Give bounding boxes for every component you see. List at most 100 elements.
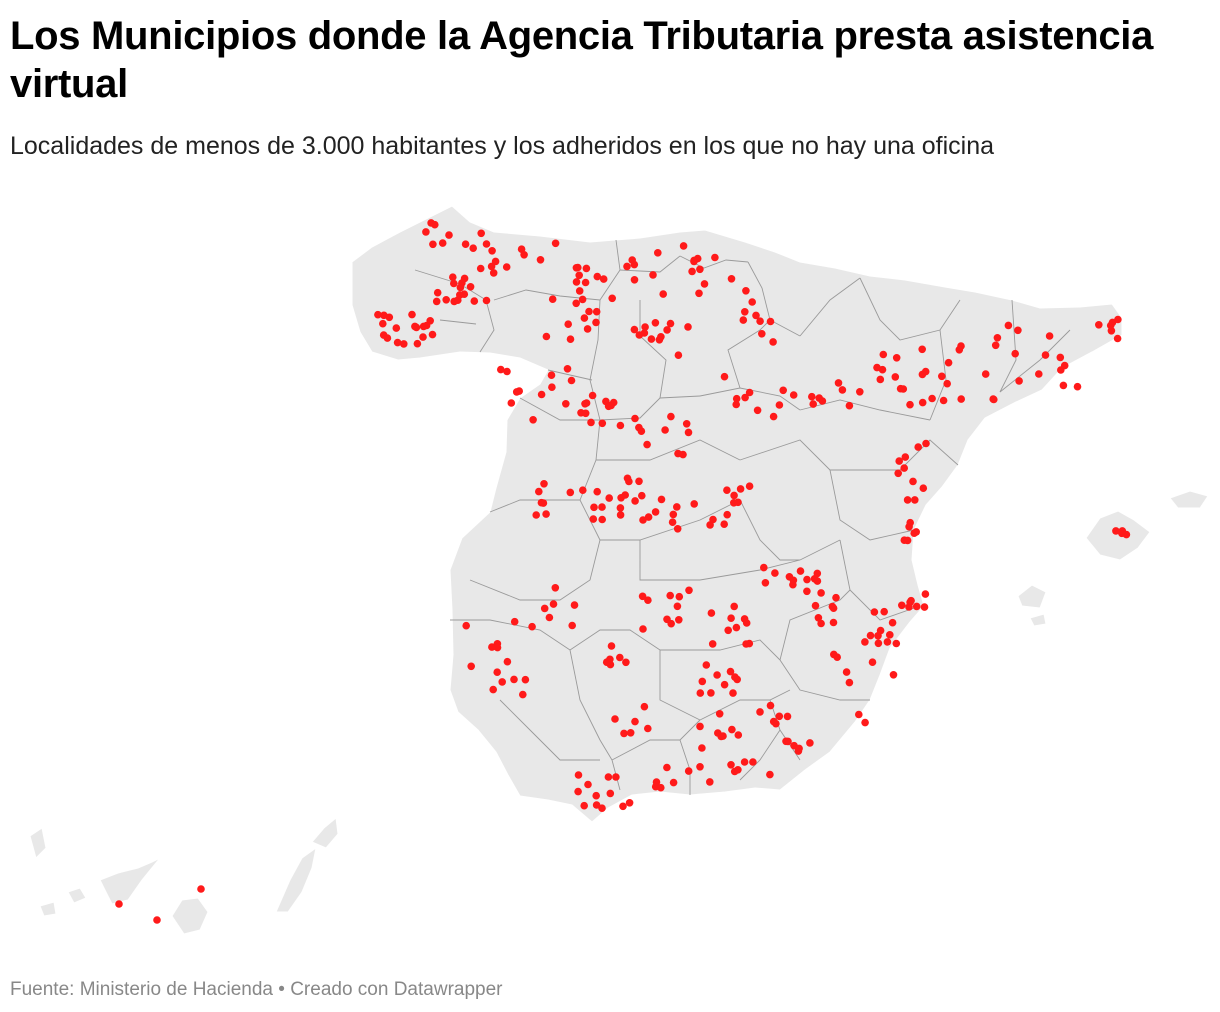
municipality-marker[interactable]: [873, 363, 881, 372]
municipality-marker[interactable]: [663, 326, 671, 334]
municipality-marker[interactable]: [918, 345, 926, 354]
municipality-marker[interactable]: [1014, 326, 1022, 335]
municipality-marker[interactable]: [1059, 381, 1068, 390]
municipality-marker[interactable]: [707, 689, 715, 697]
municipality-marker[interactable]: [631, 414, 639, 423]
municipality-marker[interactable]: [814, 614, 823, 622]
municipality-marker[interactable]: [911, 496, 919, 504]
municipality-marker[interactable]: [450, 279, 458, 288]
municipality-marker[interactable]: [605, 494, 613, 502]
municipality-marker[interactable]: [587, 418, 595, 427]
municipality-marker[interactable]: [673, 525, 682, 533]
municipality-marker[interactable]: [593, 272, 602, 281]
municipality-marker[interactable]: [888, 618, 897, 627]
municipality-marker[interactable]: [521, 675, 530, 684]
municipality-marker[interactable]: [817, 589, 825, 597]
municipality-marker[interactable]: [868, 658, 877, 666]
municipality-marker[interactable]: [711, 253, 719, 262]
municipality-marker[interactable]: [469, 244, 478, 252]
municipality-marker[interactable]: [918, 370, 927, 379]
municipality-marker[interactable]: [638, 491, 646, 500]
municipality-marker[interactable]: [532, 511, 540, 519]
municipality-marker[interactable]: [153, 916, 161, 924]
municipality-marker[interactable]: [593, 487, 601, 496]
municipality-marker[interactable]: [604, 773, 613, 781]
municipality-marker[interactable]: [833, 653, 841, 661]
municipality-marker[interactable]: [433, 288, 442, 297]
municipality-marker[interactable]: [874, 632, 882, 640]
municipality-marker[interactable]: [817, 619, 825, 628]
municipality-marker[interactable]: [651, 319, 660, 327]
municipality-marker[interactable]: [742, 287, 750, 295]
municipality-marker[interactable]: [623, 262, 631, 271]
municipality-marker[interactable]: [542, 332, 551, 341]
municipality-marker[interactable]: [730, 602, 738, 611]
municipality-marker[interactable]: [684, 428, 693, 437]
municipality-marker[interactable]: [766, 701, 775, 710]
municipality-marker[interactable]: [644, 596, 652, 604]
municipality-marker[interactable]: [944, 358, 953, 367]
municipality-marker[interactable]: [955, 346, 964, 354]
credit-link[interactable]: Creado con Datawrapper: [290, 979, 503, 1000]
municipality-marker[interactable]: [729, 689, 737, 697]
municipality-marker[interactable]: [581, 409, 590, 418]
municipality-marker[interactable]: [685, 586, 693, 595]
municipality-marker[interactable]: [669, 778, 678, 787]
municipality-marker[interactable]: [611, 715, 619, 723]
municipality-marker[interactable]: [631, 717, 639, 726]
municipality-marker[interactable]: [889, 671, 898, 679]
municipality-marker[interactable]: [803, 575, 811, 584]
municipality-marker[interactable]: [519, 690, 527, 699]
municipality-marker[interactable]: [720, 520, 728, 528]
municipality-marker[interactable]: [647, 335, 656, 343]
municipality-marker[interactable]: [412, 323, 421, 332]
municipality-marker[interactable]: [442, 296, 451, 304]
municipality-marker[interactable]: [883, 638, 892, 646]
municipality-marker[interactable]: [502, 263, 511, 271]
municipality-marker[interactable]: [845, 678, 854, 687]
municipality-marker[interactable]: [715, 710, 724, 718]
municipality-marker[interactable]: [845, 401, 854, 410]
municipality-marker[interactable]: [752, 311, 760, 320]
municipality-marker[interactable]: [892, 639, 901, 648]
municipality-marker[interactable]: [891, 373, 900, 381]
municipality-marker[interactable]: [673, 602, 682, 611]
municipality-marker[interactable]: [741, 393, 749, 402]
municipality-marker[interactable]: [886, 631, 894, 639]
municipality-marker[interactable]: [920, 603, 929, 611]
municipality-marker[interactable]: [696, 722, 704, 731]
municipality-marker[interactable]: [674, 351, 683, 360]
municipality-marker[interactable]: [1041, 351, 1050, 359]
municipality-marker[interactable]: [579, 486, 587, 495]
municipality-marker[interactable]: [493, 668, 502, 676]
municipality-marker[interactable]: [657, 333, 665, 341]
municipality-marker[interactable]: [562, 400, 570, 408]
municipality-marker[interactable]: [374, 310, 382, 319]
municipality-marker[interactable]: [866, 631, 875, 640]
municipality-marker[interactable]: [666, 319, 675, 328]
municipality-marker[interactable]: [606, 660, 615, 669]
municipality-marker[interactable]: [1045, 332, 1054, 340]
municipality-marker[interactable]: [583, 325, 592, 333]
municipality-marker[interactable]: [783, 712, 792, 721]
municipality-marker[interactable]: [616, 653, 624, 662]
municipality-marker[interactable]: [470, 297, 479, 305]
municipality-marker[interactable]: [957, 395, 965, 403]
municipality-marker[interactable]: [467, 662, 476, 671]
municipality-marker[interactable]: [537, 390, 546, 399]
municipality-marker[interactable]: [427, 219, 435, 227]
municipality-marker[interactable]: [673, 503, 681, 511]
municipality-marker[interactable]: [507, 399, 516, 407]
municipality-marker[interactable]: [432, 297, 441, 306]
municipality-marker[interactable]: [669, 510, 678, 519]
municipality-marker[interactable]: [775, 401, 784, 409]
municipality-marker[interactable]: [659, 290, 667, 298]
municipality-marker[interactable]: [1095, 321, 1103, 329]
municipality-marker[interactable]: [630, 276, 639, 284]
municipality-marker[interactable]: [734, 731, 743, 739]
municipality-marker[interactable]: [564, 320, 572, 329]
municipality-marker[interactable]: [547, 371, 556, 380]
municipality-marker[interactable]: [922, 439, 930, 448]
municipality-marker[interactable]: [628, 256, 636, 264]
municipality-marker[interactable]: [898, 601, 906, 610]
